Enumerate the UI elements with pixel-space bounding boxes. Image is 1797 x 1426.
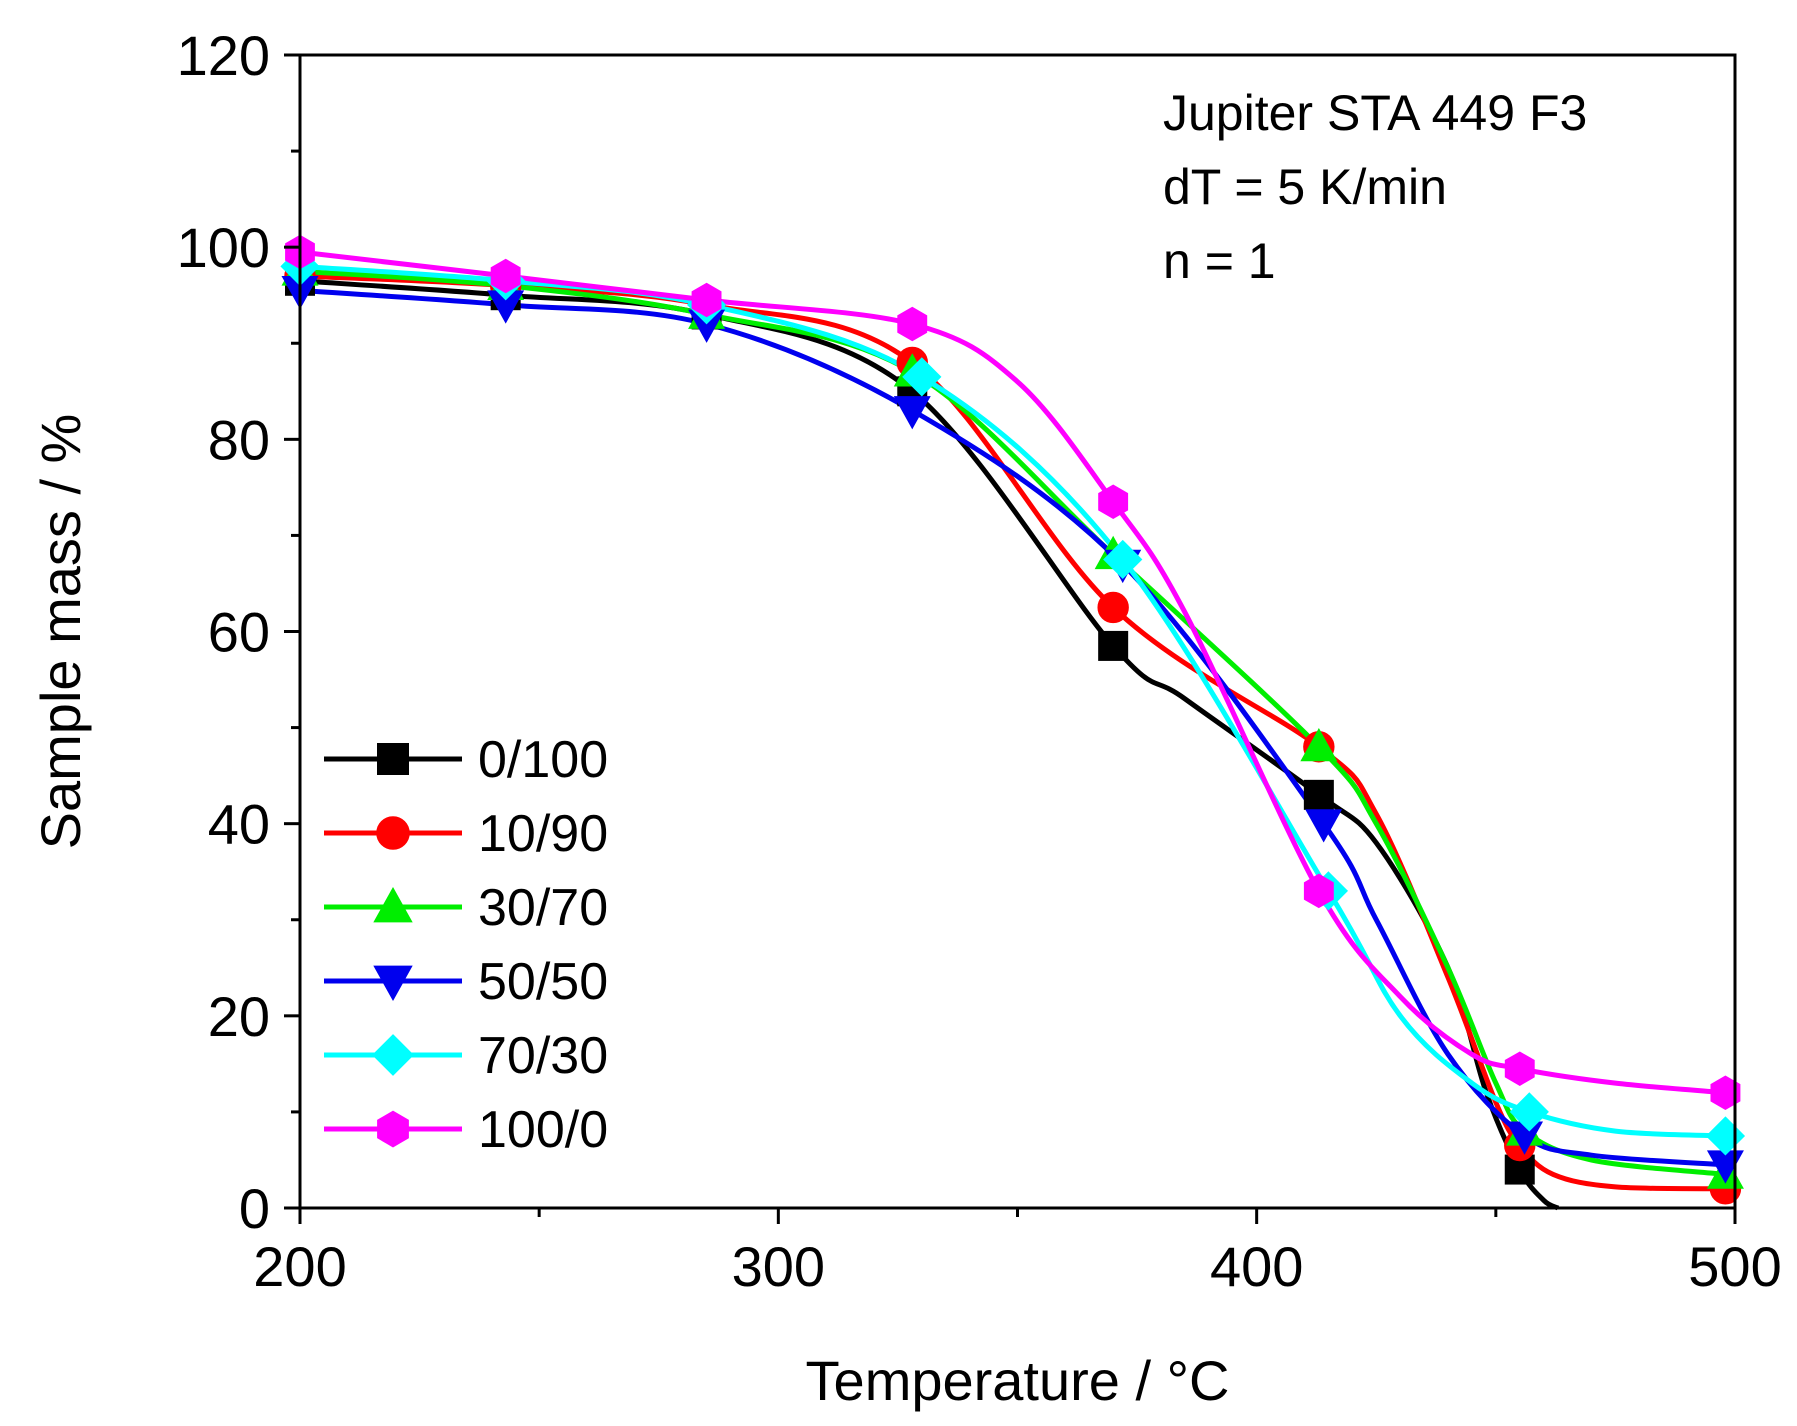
series-markers [280,234,1746,1205]
data-point [1509,1092,1549,1132]
legend-label: 100/0 [478,1101,608,1159]
data-point [1103,539,1143,580]
legend-marker [376,816,410,850]
annotation-heating-rate: dT = 5 K/min [1163,159,1447,215]
data-point [902,357,942,397]
y-axis-title: Sample mass / % [29,414,92,850]
legend-marker [373,965,413,1002]
x-axis-title: Temperature / °C [806,1349,1230,1412]
y-tick-label: 0 [239,1177,270,1240]
legend-marker [377,1110,409,1148]
x-tick-label: 300 [732,1235,825,1298]
legend: 0/100 10/90 30/70 50/50 70/30 100/0 [324,731,608,1159]
data-point [1098,630,1129,661]
y-tick-label: 60 [208,601,270,664]
axis-tick-labels: 200 300 400 500 0 20 40 60 80 100 120 [177,24,1782,1298]
data-point [691,282,722,318]
data-point [1097,591,1129,624]
data-point [897,306,928,342]
data-point [1300,727,1338,762]
y-tick-label: 120 [177,24,270,87]
series-curves [299,249,1726,1211]
legend-marker [373,886,413,923]
legend-label: 10/90 [478,805,608,863]
legend-marker [377,743,409,775]
legend-label: 0/100 [478,731,608,789]
annotation-sample-count: n = 1 [1163,233,1276,289]
data-point [1710,1075,1741,1110]
data-point [1705,1116,1746,1156]
x-tick-label: 500 [1688,1235,1781,1298]
data-point [1504,1051,1535,1086]
annotation-instrument: Jupiter STA 449 F3 [1163,85,1587,141]
data-point [1303,873,1334,909]
data-point [1303,779,1334,810]
x-tick-label: 200 [253,1235,346,1298]
data-point [893,396,931,430]
legend-label: 50/50 [478,953,608,1011]
y-tick-label: 80 [208,408,270,471]
y-tick-label: 100 [177,216,270,279]
x-tick-label: 400 [1210,1235,1303,1298]
legend-marker [372,1034,414,1076]
data-point [490,258,521,294]
data-point [1305,809,1343,843]
y-tick-label: 40 [208,793,270,856]
legend-label: 70/30 [478,1027,608,1085]
series-line-5 [299,249,1726,1096]
legend-label: 30/70 [478,879,608,937]
data-point [1098,484,1129,520]
y-tick-label: 20 [208,985,270,1048]
axis-ticks [284,53,1737,1224]
